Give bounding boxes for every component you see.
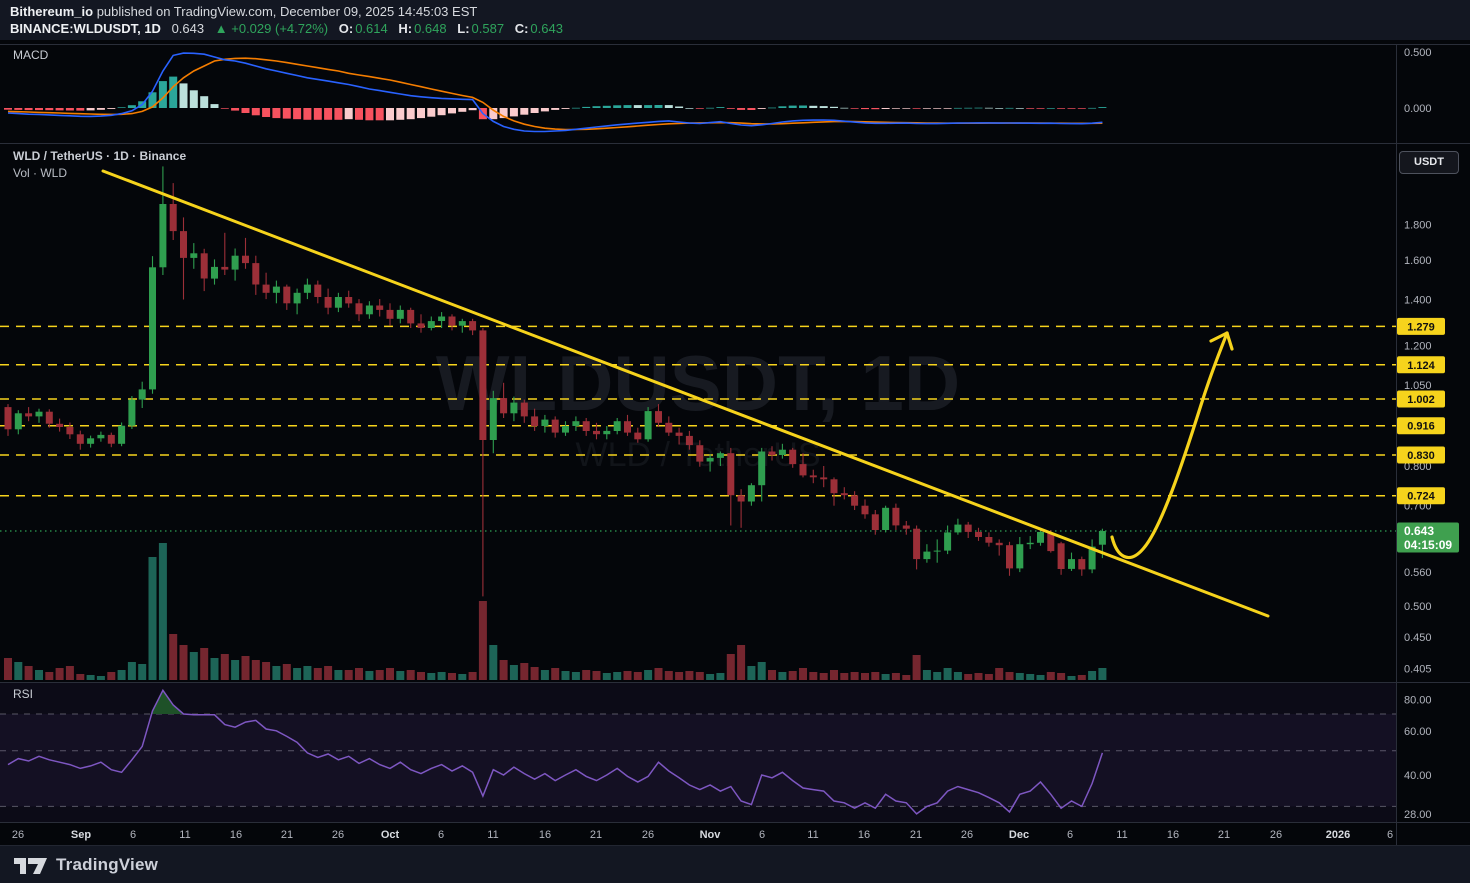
svg-text:11: 11 xyxy=(1116,829,1127,841)
svg-text:6: 6 xyxy=(130,829,136,841)
current-price-tag: 0.643 04:15:09 xyxy=(1397,522,1459,553)
svg-text:26: 26 xyxy=(1270,829,1282,841)
svg-text:0.500: 0.500 xyxy=(1404,601,1432,613)
svg-text:21: 21 xyxy=(590,829,602,841)
high-value: 0.648 xyxy=(414,21,447,36)
svg-text:16: 16 xyxy=(539,829,551,841)
trendline-drawing[interactable] xyxy=(101,169,1270,618)
change-arrow-icon: ▲ xyxy=(214,21,228,36)
tradingview-logo-icon[interactable] xyxy=(14,854,48,876)
header: Bithereum_io published on TradingView.co… xyxy=(10,4,563,37)
svg-text:Oct: Oct xyxy=(381,829,400,841)
svg-text:16: 16 xyxy=(230,829,242,841)
svg-text:11: 11 xyxy=(179,829,190,841)
chart-background xyxy=(0,40,1470,845)
svg-text:0.800: 0.800 xyxy=(1404,461,1432,473)
svg-text:6: 6 xyxy=(1067,829,1073,841)
svg-text:80.00: 80.00 xyxy=(1404,694,1432,706)
svg-text:1.124: 1.124 xyxy=(1407,360,1435,372)
svg-text:11: 11 xyxy=(487,829,498,841)
svg-text:1.800: 1.800 xyxy=(1404,220,1432,232)
close-value: 0.643 xyxy=(530,21,563,36)
price-scale[interactable]: 0.500 0.000 1.800 1.600 1.400 1.200 1.050 0.800… xyxy=(1404,47,1432,821)
svg-text:60.00: 60.00 xyxy=(1404,726,1432,738)
low-label: L: xyxy=(457,21,470,36)
svg-text:1.279: 1.279 xyxy=(1407,321,1435,333)
svg-text:11: 11 xyxy=(807,829,818,841)
high-label: H: xyxy=(398,21,413,36)
svg-text:26: 26 xyxy=(12,829,24,841)
symbol-row: BINANCE:WLDUSDT, 1D 0.643 ▲ +0.029 (+4.7… xyxy=(10,21,563,37)
volume-indicator-title[interactable]: Vol · WLD xyxy=(13,166,68,180)
svg-text:0.916: 0.916 xyxy=(1407,421,1435,433)
svg-text:6: 6 xyxy=(438,829,444,841)
open-value: 0.614 xyxy=(355,21,388,36)
svg-text:0.405: 0.405 xyxy=(1404,664,1432,676)
tradingview-logo-text[interactable]: TradingView xyxy=(56,855,159,874)
rsi-band xyxy=(0,714,1396,807)
svg-text:0.560: 0.560 xyxy=(1404,567,1432,579)
level-lines[interactable] xyxy=(0,325,1396,497)
author-name: Bithereum_io xyxy=(10,4,94,19)
svg-text:2026: 2026 xyxy=(1326,829,1350,841)
main-pane-title[interactable]: WLD / TetherUS · 1D · Binance xyxy=(13,149,187,163)
candles xyxy=(4,166,1106,597)
open-label: O: xyxy=(338,21,354,36)
svg-text:0.724: 0.724 xyxy=(1407,491,1435,503)
svg-text:26: 26 xyxy=(332,829,344,841)
macd-pane-title: MACD xyxy=(13,48,49,62)
svg-text:1.400: 1.400 xyxy=(1404,295,1432,307)
publish-info: Bithereum_io published on TradingView.co… xyxy=(10,4,563,20)
svg-text:0.643: 0.643 xyxy=(1404,524,1434,538)
volume-bars xyxy=(4,543,1107,680)
svg-text:1.200: 1.200 xyxy=(1404,340,1432,352)
low-value: 0.587 xyxy=(471,21,505,36)
currency-toggle-button[interactable]: USDT xyxy=(1399,151,1459,174)
macd-line xyxy=(7,52,1103,133)
svg-text:Nov: Nov xyxy=(700,829,722,841)
svg-text:21: 21 xyxy=(910,829,922,841)
svg-text:0.500: 0.500 xyxy=(1404,47,1432,59)
symbol-title[interactable]: BINANCE:WLDUSDT, 1D xyxy=(10,21,161,36)
macd-histogram xyxy=(4,76,1107,121)
svg-text:21: 21 xyxy=(1218,829,1230,841)
svg-text:WLDUSDT, 1D: WLDUSDT, 1D xyxy=(436,339,960,427)
svg-text:28.00: 28.00 xyxy=(1404,809,1432,821)
svg-text:40.00: 40.00 xyxy=(1404,770,1432,782)
svg-text:1.002: 1.002 xyxy=(1407,394,1435,406)
rsi-pane-tint xyxy=(0,682,1396,823)
svg-text:26: 26 xyxy=(642,829,654,841)
svg-text:0.830: 0.830 xyxy=(1407,450,1435,462)
close-label: C: xyxy=(514,21,529,36)
rsi-line xyxy=(7,688,1104,815)
rsi-pane-title: RSI xyxy=(13,687,34,701)
price-change: +0.029 (+4.72%) xyxy=(231,21,329,36)
svg-text:16: 16 xyxy=(858,829,870,841)
level-price-tags: 1.279 1.124 1.002 0.916 0.830 0.724 xyxy=(1397,317,1445,505)
svg-text:Dec: Dec xyxy=(1009,829,1029,841)
projection-arrow-drawing[interactable] xyxy=(1110,331,1234,560)
footer-bar: TradingView xyxy=(0,845,1470,883)
publish-text: published on TradingView.com, December 0… xyxy=(93,4,478,19)
svg-text:1.050: 1.050 xyxy=(1404,380,1432,392)
svg-text:Sep: Sep xyxy=(71,829,91,841)
last-price: 0.643 xyxy=(171,21,205,36)
svg-text:26: 26 xyxy=(961,829,973,841)
svg-text:6: 6 xyxy=(1387,829,1393,841)
svg-text:1.600: 1.600 xyxy=(1404,255,1432,267)
pane-separators xyxy=(0,44,1470,845)
bar-countdown: 04:15:09 xyxy=(1404,538,1452,552)
svg-text:16: 16 xyxy=(1167,829,1179,841)
time-axis[interactable]: 26 Sep 6 11 16 21 26 Oct 6 11 16 21 26 Nov 6 11 16 21 26 De… xyxy=(12,829,1393,841)
svg-text:0.450: 0.450 xyxy=(1404,632,1432,644)
svg-text:21: 21 xyxy=(281,829,293,841)
svg-text:0.000: 0.000 xyxy=(1404,103,1432,115)
svg-text:6: 6 xyxy=(759,829,765,841)
